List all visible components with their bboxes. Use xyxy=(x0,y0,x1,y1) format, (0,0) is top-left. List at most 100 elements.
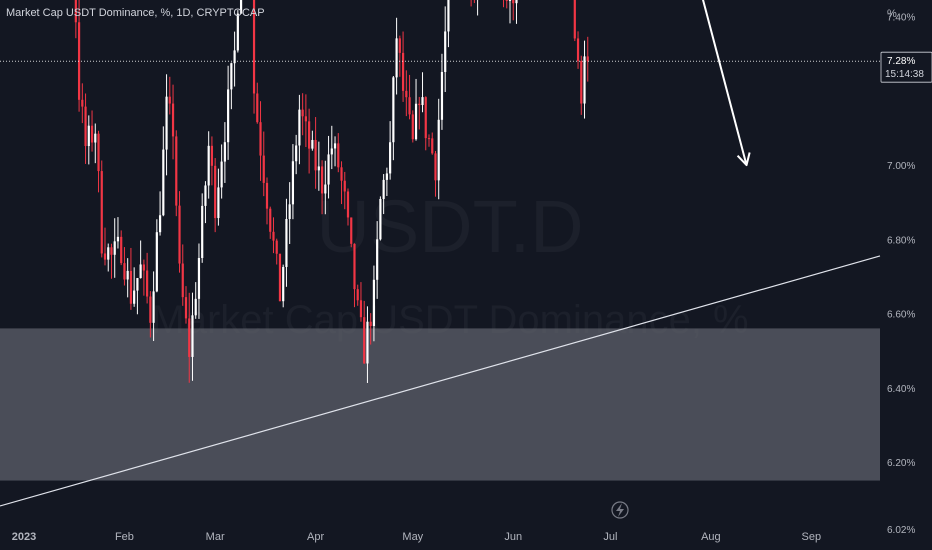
candle-body xyxy=(437,119,440,181)
last-price-label: 7.28% 15:14:38 xyxy=(880,51,932,83)
candle-body xyxy=(411,114,414,140)
candle-body xyxy=(136,278,139,291)
candle-body xyxy=(204,185,207,206)
candle-body xyxy=(239,0,243,14)
candle-body xyxy=(311,139,314,149)
candle-body xyxy=(227,89,230,143)
candle-body xyxy=(515,0,518,4)
candle-body xyxy=(298,109,301,146)
candle-body xyxy=(304,116,307,122)
candle-body xyxy=(434,153,437,181)
candle-body xyxy=(392,77,395,143)
candle-body xyxy=(414,103,418,140)
candle-body xyxy=(405,90,408,98)
candle-body xyxy=(512,0,515,4)
candle-body xyxy=(372,279,376,326)
candle-body xyxy=(330,148,333,155)
candle-body xyxy=(395,38,398,78)
candle-body xyxy=(586,56,589,62)
candle-body xyxy=(259,122,262,156)
price-axis-tick: 6.20% xyxy=(887,458,915,469)
candle-body xyxy=(81,99,84,107)
candle-body xyxy=(110,247,113,255)
candle-body xyxy=(317,166,320,171)
candle-body xyxy=(431,138,434,154)
candle-body xyxy=(100,171,103,254)
time-axis-tick: Mar xyxy=(206,531,225,543)
chart-title: Market Cap USDT Dominance, %, 1D, CRYPTO… xyxy=(6,7,265,19)
candle-body xyxy=(158,215,162,233)
candle-body xyxy=(116,236,120,242)
time-axis-tick: Jun xyxy=(504,531,522,543)
lightning-icon[interactable] xyxy=(611,501,629,519)
candle-body xyxy=(580,60,583,104)
candle-body xyxy=(142,264,145,271)
candle-body xyxy=(421,97,424,106)
candle-body xyxy=(181,263,184,298)
candle-body xyxy=(146,270,149,297)
candle-body xyxy=(155,232,158,292)
candle-body xyxy=(165,96,168,150)
candle-body xyxy=(103,253,107,260)
candle-body xyxy=(333,143,337,149)
candle-body xyxy=(291,161,295,205)
candle-body xyxy=(191,315,194,357)
candle-body xyxy=(77,22,81,100)
time-axis-tick: Aug xyxy=(701,531,721,543)
candle-body xyxy=(508,0,512,1)
time-axis-tick: Sep xyxy=(802,531,822,543)
candle-body xyxy=(327,154,330,185)
candle-body xyxy=(236,13,239,51)
candle-body xyxy=(320,166,324,194)
candle-body xyxy=(207,145,210,186)
candle-body xyxy=(385,173,388,180)
candle-body xyxy=(272,231,275,241)
candle-body xyxy=(178,205,181,264)
time-axis[interactable]: 2023 Feb Mar Apr May Jun Jul Aug Sep xyxy=(12,531,821,543)
candle-body xyxy=(350,217,353,244)
candle-body xyxy=(288,204,291,219)
candle-body xyxy=(408,97,411,115)
down-arrow-shaft xyxy=(702,0,748,166)
candle-body xyxy=(265,182,269,209)
candle-body xyxy=(369,321,372,326)
candle-body xyxy=(340,167,343,181)
candle-body xyxy=(129,270,133,304)
candle-body xyxy=(282,266,285,302)
candle-body xyxy=(353,243,356,290)
candle-body xyxy=(398,38,401,53)
candle-body xyxy=(376,239,379,280)
candle-body xyxy=(379,198,382,240)
candle-body xyxy=(389,142,392,174)
price-axis[interactable]: 9.00%8.60%8.20%7.80%7.40%7.00%6.80%6.60%… xyxy=(887,0,915,536)
candle-body xyxy=(262,155,265,183)
candle-body xyxy=(223,142,226,162)
candle-body xyxy=(201,205,204,258)
candle-body xyxy=(337,143,340,168)
candle-body xyxy=(382,179,385,199)
candle-body xyxy=(363,317,366,364)
last-price-value: 7.28% xyxy=(887,56,915,67)
candle-body xyxy=(152,291,155,323)
candle-body xyxy=(366,321,369,364)
candle-body xyxy=(301,109,304,117)
candle-body xyxy=(285,218,288,267)
candle-body xyxy=(175,136,178,206)
candle-body xyxy=(87,125,90,147)
candle-body xyxy=(583,56,586,104)
price-axis-tick: 7.40% xyxy=(887,13,915,24)
time-axis-tick: 2023 xyxy=(12,531,36,543)
candle-body xyxy=(424,97,427,139)
candle-body xyxy=(230,63,233,90)
candle-body xyxy=(133,290,136,304)
candle-body xyxy=(308,121,311,149)
down-arrow[interactable] xyxy=(614,0,751,167)
candle-body xyxy=(359,300,363,318)
candle-body xyxy=(573,0,576,39)
candle-body xyxy=(444,31,447,72)
demand-zone[interactable] xyxy=(0,328,880,481)
support-trendline[interactable] xyxy=(0,255,881,507)
candle-body xyxy=(447,0,450,32)
candle-body xyxy=(314,139,317,171)
